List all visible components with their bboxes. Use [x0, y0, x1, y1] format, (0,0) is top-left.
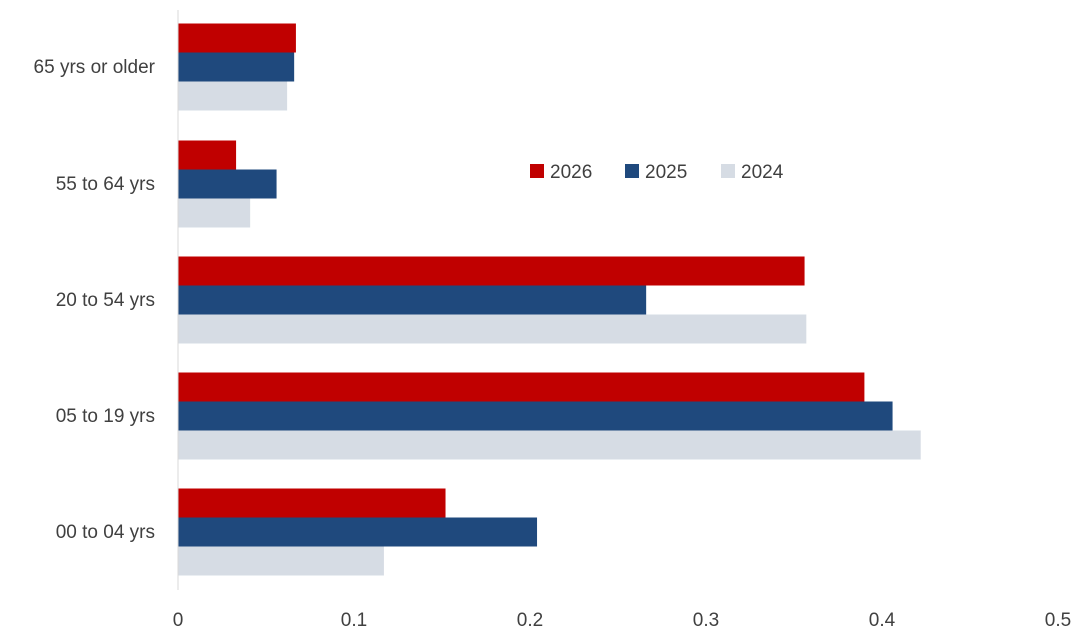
bar-20-to-54-yrs-2024	[178, 314, 807, 344]
legend-swatch-2026	[530, 164, 544, 178]
y-tick-label: 00 to 04 yrs	[56, 522, 155, 543]
bar-55-to-64-yrs-2026	[178, 140, 237, 170]
bar-55-to-64-yrs-2024	[178, 198, 251, 228]
legend-label-2025: 2025	[645, 162, 687, 183]
bar-20-to-54-yrs-2025	[178, 285, 647, 315]
bar-55-to-64-yrs-2025	[178, 169, 277, 199]
bar-65-yrs-or-older-2026	[178, 23, 296, 53]
bar-00-to-04-yrs-2025	[178, 517, 538, 547]
legend-swatch-2025	[625, 164, 639, 178]
bar-05-to-19-yrs-2025	[178, 401, 893, 431]
legend-label-2024: 2024	[741, 162, 784, 183]
bar-05-to-19-yrs-2026	[178, 372, 865, 402]
x-tick-label: 0.5	[1045, 610, 1071, 631]
y-tick-label: 65 yrs or older	[34, 57, 156, 78]
y-tick-label: 05 to 19 yrs	[56, 406, 155, 427]
legend-swatch-2024	[721, 164, 735, 178]
bar-65-yrs-or-older-2025	[178, 52, 295, 82]
x-tick-label: 0	[173, 610, 184, 631]
bar-65-yrs-or-older-2024	[178, 81, 288, 111]
legend-label-2026: 2026	[550, 162, 592, 183]
bar-00-to-04-yrs-2024	[178, 546, 384, 576]
bar-20-to-54-yrs-2026	[178, 256, 805, 286]
legend: 2026 2025 2024	[530, 162, 784, 183]
bars-layer	[178, 23, 921, 576]
x-tick-label: 0.4	[869, 610, 896, 631]
bar-05-to-19-yrs-2024	[178, 430, 921, 460]
x-tick-label: 0.1	[341, 610, 367, 631]
x-tick-label: 0.3	[693, 610, 719, 631]
x-tick-label: 0.2	[517, 610, 543, 631]
bar-00-to-04-yrs-2026	[178, 488, 446, 518]
y-tick-label: 55 to 64 yrs	[56, 174, 155, 195]
y-tick-label: 20 to 54 yrs	[56, 290, 155, 311]
axis-layer: 65 yrs or older 55 to 64 yrs 20 to 54 yrs 0…	[34, 10, 1071, 631]
